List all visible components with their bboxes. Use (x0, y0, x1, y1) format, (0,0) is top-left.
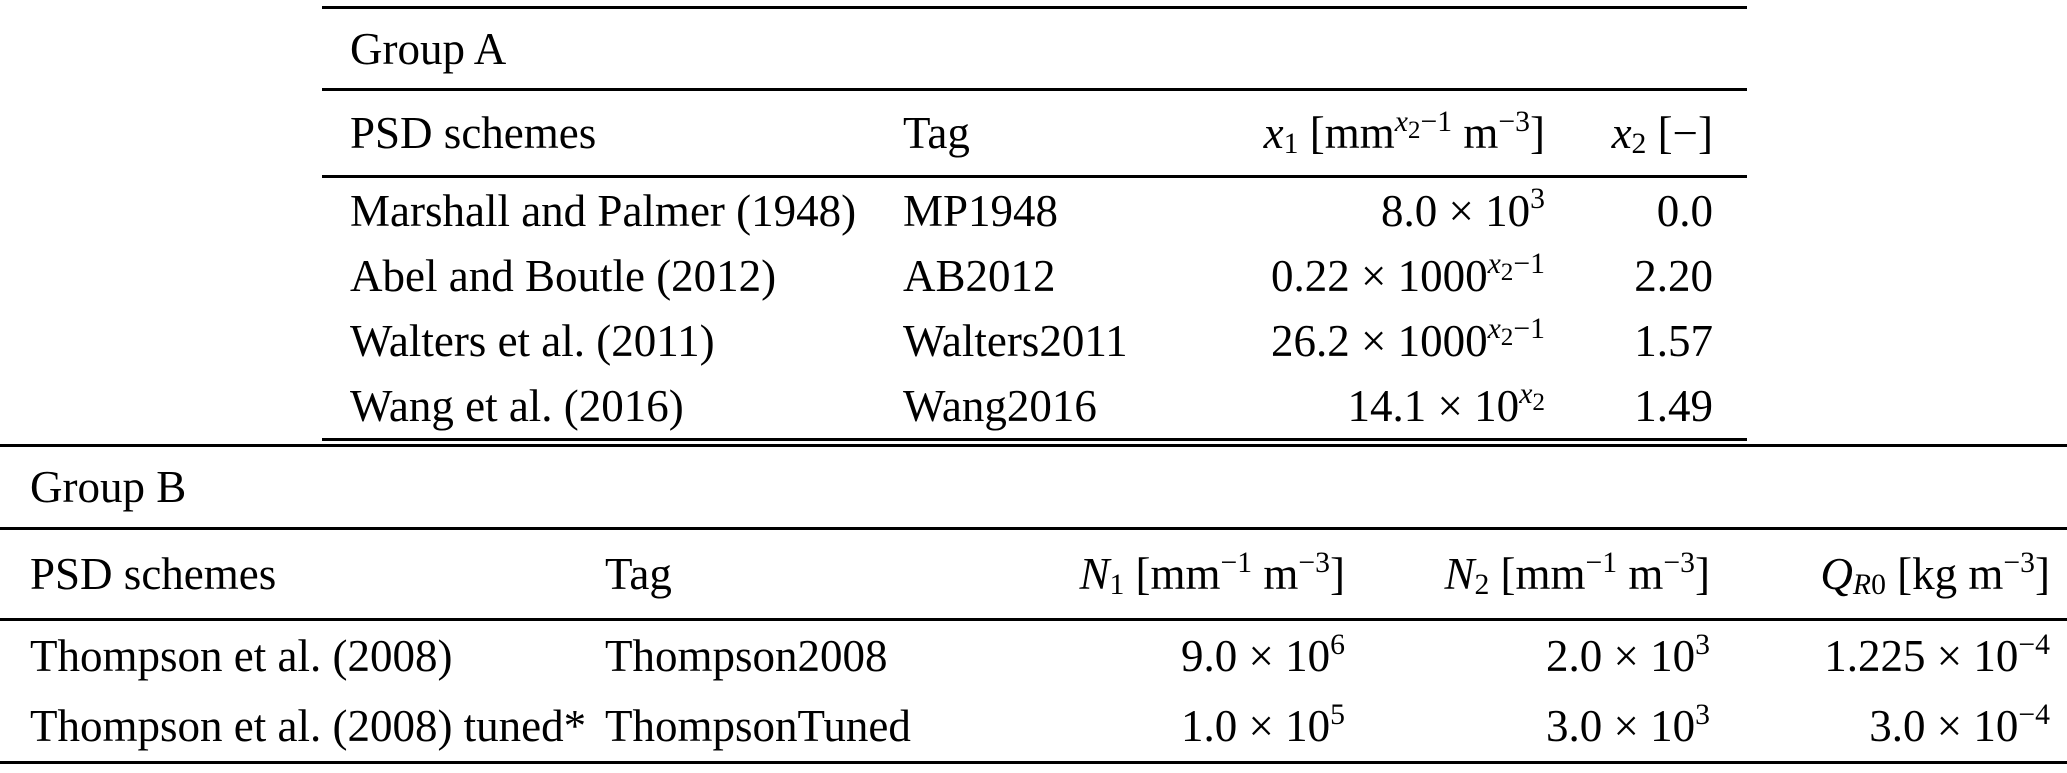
group-b-header-tag: Tag (605, 528, 1000, 621)
cell-tag: Walters2011 (903, 315, 1128, 366)
cell-tag: ThompsonTuned (605, 701, 911, 751)
group-a-header-row: PSD schemes Tag x1 [mmx2−1 m−3] x2 [−] (322, 89, 1747, 178)
cell-qr0: 3.0 × 10−4 (1869, 698, 2050, 751)
group-b-header-psd-schemes: PSD schemes (0, 528, 605, 621)
cell-scheme: Abel and Boutle (2012) (350, 250, 777, 301)
cell-tag: AB2012 (903, 250, 1056, 301)
table-row: Thompson et al. (2008) Thompson2008 9.0 … (0, 620, 2067, 692)
cell-x2: 0.0 (1656, 185, 1713, 236)
group-b-table: Group B PSD schemes Tag N1 [mm−1 m−3] N2… (0, 444, 2067, 764)
cell-tag: Wang2016 (903, 380, 1097, 431)
group-b-header-n1: N1 [mm−1 m−3] (1000, 528, 1345, 621)
cell-n1: 1.0 × 105 (1181, 698, 1345, 751)
cell-x2: 1.57 (1634, 315, 1713, 366)
cell-x1: 8.0 × 103 (1381, 183, 1545, 236)
group-b-title: Group B (0, 445, 2067, 530)
group-a-table: Group A PSD schemes Tag x1 [mmx2−1 m−3] … (322, 6, 1747, 441)
cell-x2: 2.20 (1634, 250, 1713, 301)
group-a-header-x1: x1 [mmx2−1 m−3] (1135, 89, 1545, 178)
cell-x1: 0.22 × 1000x2−1 (1270, 248, 1545, 301)
cell-scheme: Walters et al. (2011) (350, 315, 715, 366)
cell-scheme: Thompson et al. (2008) (30, 631, 453, 681)
cell-x1: 26.2 × 1000x2−1 (1270, 313, 1545, 366)
cell-x2: 1.49 (1634, 380, 1713, 431)
cell-n2: 3.0 × 103 (1546, 698, 1710, 751)
group-b-header-n2: N2 [mm−1 m−3] (1345, 528, 1710, 621)
cell-scheme: Wang et al. (2016) (350, 380, 684, 431)
cell-n2: 2.0 × 103 (1546, 628, 1710, 681)
group-a-title-row: Group A (322, 7, 1747, 91)
table-row: Walters et al. (2011) Walters2011 26.2 ×… (322, 308, 1747, 373)
cell-qr0: 1.225 × 10−4 (1824, 628, 2050, 681)
table-row: Marshall and Palmer (1948) MP1948 8.0 × … (322, 177, 1747, 244)
cell-x1: 14.1 × 10x2 (1347, 378, 1545, 431)
group-a-header-psd-schemes: PSD schemes (322, 89, 903, 178)
group-b-header-qr0: QR0 [kg m−3] (1710, 528, 2067, 621)
group-a-title: Group A (322, 7, 1747, 91)
group-a-header-x2: x2 [−] (1545, 89, 1747, 178)
cell-n1: 9.0 × 106 (1181, 628, 1345, 681)
group-a-header-tag: Tag (903, 89, 1135, 178)
table-row: Wang et al. (2016) Wang2016 14.1 × 10x2 … (322, 373, 1747, 440)
group-b-title-row: Group B (0, 445, 2067, 530)
cell-tag: Thompson2008 (605, 631, 888, 681)
table-row: Abel and Boutle (2012) AB2012 0.22 × 100… (322, 243, 1747, 308)
group-b-header-row: PSD schemes Tag N1 [mm−1 m−3] N2 [mm−1 m… (0, 528, 2067, 621)
cell-tag: MP1948 (903, 185, 1059, 236)
table-row: Thompson et al. (2008) tuned* ThompsonTu… (0, 691, 2067, 763)
cell-scheme: Marshall and Palmer (1948) (350, 185, 857, 236)
cell-scheme: Thompson et al. (2008) tuned* (30, 701, 587, 751)
